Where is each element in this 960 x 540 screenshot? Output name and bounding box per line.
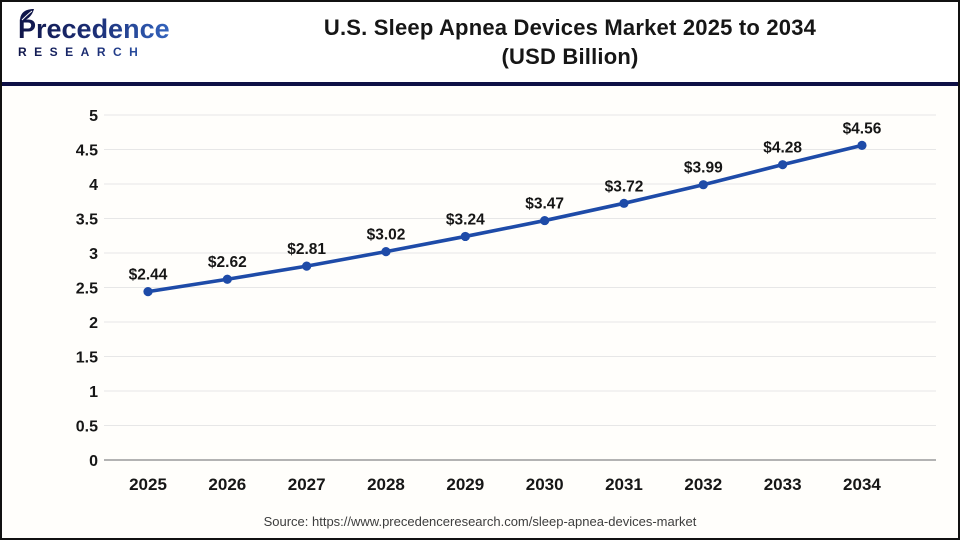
- x-axis-label: 2034: [843, 475, 881, 494]
- data-point: [778, 160, 788, 170]
- data-point-label: $3.99: [684, 160, 723, 177]
- data-point: [857, 140, 867, 150]
- chart-title-line1: U.S. Sleep Apnea Devices Market 2025 to …: [323, 15, 817, 40]
- chart-area: 0 0.5 1 1.5 2 2.5 3 3.5 4 4.5 5 2025 2026 2027 2028 202…: [2, 86, 958, 538]
- data-point-label: $2.81: [287, 241, 326, 258]
- y-tick-label: 3.5: [76, 212, 98, 229]
- data-point-label: $2.62: [208, 254, 247, 271]
- y-tick-label: 3: [89, 246, 98, 263]
- data-point-label: $2.44: [129, 267, 168, 284]
- chart-title: U.S. Sleep Apnea Devices Market 2025 to …: [197, 13, 943, 71]
- y-tick-label: 1.5: [76, 350, 98, 367]
- x-axis-label: 2029: [446, 475, 484, 494]
- data-point: [698, 180, 708, 190]
- data-point-label: $4.56: [843, 120, 882, 137]
- leaf-icon: [20, 9, 34, 21]
- source-note: Source: https://www.precedenceresearch.c…: [263, 514, 697, 529]
- x-axis-label: 2033: [764, 475, 802, 494]
- data-point-label: $3.02: [367, 227, 406, 244]
- x-axis-label: 2028: [367, 475, 405, 494]
- header: Precedence RESEARCH U.S. Sleep Apnea Dev…: [2, 2, 958, 86]
- data-point: [381, 247, 391, 257]
- data-point: [540, 215, 550, 226]
- data-point-label: $4.28: [763, 140, 802, 157]
- series-line: [146, 143, 864, 294]
- y-tick-label: 5: [89, 108, 98, 125]
- y-tick-label: 4: [89, 177, 98, 194]
- logo-subtext: RESEARCH: [18, 45, 193, 59]
- y-tick-label: 2.5: [76, 281, 98, 298]
- y-tick-label: 0.5: [76, 419, 98, 436]
- data-point: [460, 231, 470, 242]
- y-tick-label: 0: [89, 453, 98, 470]
- data-point-label: $3.72: [605, 178, 644, 195]
- x-axis-label: 2026: [208, 475, 246, 494]
- x-axis-label: 2031: [605, 475, 643, 494]
- data-point: [222, 274, 232, 284]
- data-point: [143, 287, 153, 297]
- y-tick-label: 2: [89, 315, 98, 332]
- x-axis-label: 2030: [526, 475, 564, 494]
- data-point: [302, 261, 312, 271]
- precedence-research-logo: Precedence RESEARCH: [18, 9, 193, 59]
- chart-title-line2: (USD Billion): [501, 44, 639, 69]
- logo-wordmark: Precedence: [18, 9, 193, 44]
- data-point-label: $3.47: [525, 196, 564, 213]
- data-point: [619, 198, 629, 208]
- line-chart: 0 0.5 1 1.5 2 2.5 3 3.5 4 4.5 5 2025 2026 2027 2028 202…: [76, 108, 936, 494]
- x-axis-label: 2027: [288, 475, 326, 494]
- data-point-label: $3.24: [446, 211, 485, 228]
- x-axis-label: 2025: [129, 475, 167, 494]
- logo-text: Precedence: [18, 14, 170, 44]
- y-tick-label: 1: [89, 384, 98, 401]
- x-axis-label: 2032: [684, 475, 722, 494]
- y-tick-label: 4.5: [76, 143, 98, 160]
